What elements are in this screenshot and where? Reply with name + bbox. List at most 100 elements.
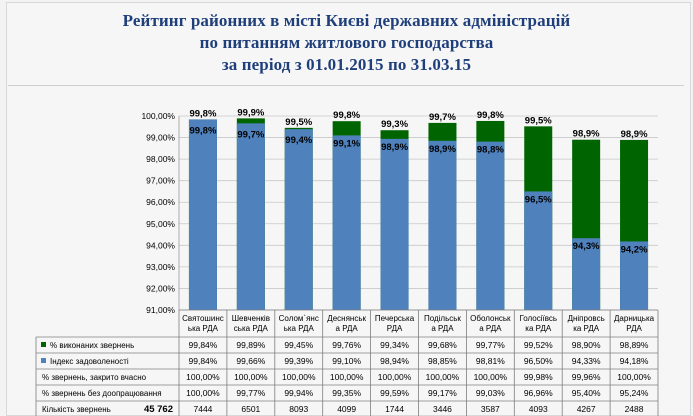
table-cell: 99,84% [189,356,218,366]
y-tick-label: 92,00% [146,283,175,293]
table-cell: 99,66% [236,356,265,366]
category-label-line1: Подільськ [424,314,461,323]
bar-satisfaction [188,119,217,311]
table-cell: 99,76% [332,340,361,350]
table-row-label: Кількість звернень [42,405,111,414]
category-label-line1: Деснянськ [327,314,366,323]
table-cell: 99,77% [236,388,265,398]
table-cell: 6501 [241,404,260,414]
category-label-line2: ська РДА [234,324,269,333]
table-cell: 94,18% [620,356,649,366]
table-row-label: % звернень, закрито вчасно [42,373,147,382]
category-label-line2: ка РДА [573,324,600,333]
table-cell: 8093 [289,404,308,414]
table-cell: 98,90% [572,340,601,350]
data-label-completed: 98,9% [573,129,600,140]
chart-title-line-2: по питанням житлового господарства [199,33,494,52]
table-cell: 100,00% [234,372,268,382]
data-label-completed: 99,7% [429,112,456,123]
category-label-line1: Оболонськ [470,314,511,323]
data-label-satisfaction: 99,8% [189,125,216,136]
data-label-satisfaction: 96,5% [525,194,552,205]
table-cell: 3446 [433,404,452,414]
data-label-completed: 99,8% [189,108,216,119]
table-cell: 98,81% [476,356,505,366]
table-cell: 99,45% [284,340,313,350]
table-cell: 99,39% [284,356,313,366]
category-label-line1: Голосіївсь [519,314,557,323]
category-label-line2: РДА [626,324,642,333]
table-cell: 99,96% [572,372,601,382]
data-label-completed: 98,9% [621,129,648,140]
bar-satisfaction [572,238,601,310]
y-tick-label: 98,00% [146,154,175,164]
data-label-completed: 99,5% [285,117,312,128]
table-cell: 4099 [337,404,356,414]
total-requests-value: 45 762 [144,404,173,415]
data-label-completed: 99,8% [333,110,360,121]
y-tick-label: 95,00% [146,219,175,229]
y-tick-label: 93,00% [146,262,175,272]
table-cell: 1744 [385,404,404,414]
legend-marker [41,358,46,363]
category-label-line1: Дарницька [614,314,655,323]
table-cell: 100,00% [186,372,220,382]
category-label-line1: Дніпровсь [568,314,605,323]
table-cell: 100,00% [474,372,508,382]
table-row-label: Індекс задоволеності [50,357,129,366]
bar-satisfaction [332,135,361,310]
chart-title-line-1: Рейтинг районних в місті Києві державних… [122,11,571,30]
table-cell: 3587 [481,404,500,414]
category-label-line1: Солом`янс [279,314,319,323]
data-label-completed: 99,9% [237,107,264,118]
table-cell: 98,94% [380,356,409,366]
category-label-line2: а РДА [336,324,359,333]
table-cell: 96,50% [524,356,553,366]
table-cell: 100,00% [378,372,412,382]
category-label-line2: а РДА [479,324,502,333]
category-label-line1: Печерська [375,314,415,323]
bar-satisfaction [620,241,649,310]
data-label-satisfaction: 94,3% [573,241,600,252]
category-label-line2: ька РДА [284,324,315,333]
title-divider [8,85,684,86]
category-label-line2: ка РДА [525,324,552,333]
data-label-completed: 99,3% [381,119,408,130]
data-label-satisfaction: 99,7% [237,129,264,140]
table-cell: 99,03% [476,388,505,398]
table-cell: 98,89% [620,340,649,350]
category-label-line1: Святошинс [182,314,224,323]
table-cell: 99,94% [284,388,313,398]
data-label-satisfaction: 99,1% [333,138,360,149]
table-row-label: % звернень без доопрацювання [42,389,162,398]
table-cell: 95,24% [620,388,649,398]
bar-satisfaction [236,123,265,310]
category-label-line2: РДА [387,324,403,333]
legend-marker [41,342,46,347]
table-cell: 94,33% [572,356,601,366]
category-label-line1: Шевченків [232,314,270,323]
table-cell: 99,84% [189,340,218,350]
y-tick-label: 94,00% [146,240,175,250]
table-cell: 4093 [529,404,548,414]
table-cell: 98,85% [428,356,457,366]
data-label-satisfaction: 98,9% [429,144,456,155]
table-cell: 95,40% [572,388,601,398]
bar-satisfaction [284,129,313,310]
bar-satisfaction [476,141,505,310]
y-tick-label: 100,00% [141,111,175,121]
table-cell: 96,96% [524,388,553,398]
table-cell: 99,59% [380,388,409,398]
chart-title-line-3: за період з 01.01.2015 по 31.03.15 [221,55,472,74]
bar-satisfaction [380,138,409,310]
table-cell: 100,00% [282,372,316,382]
data-label-satisfaction: 94,2% [621,244,648,255]
category-label-line2: ька РДА [188,324,219,333]
bar-satisfaction [428,140,457,310]
data-label-satisfaction: 98,8% [477,145,504,156]
table-cell: 99,77% [476,340,505,350]
table-cell: 4267 [577,404,596,414]
y-tick-label: 97,00% [146,176,175,186]
table-cell: 99,68% [428,340,457,350]
